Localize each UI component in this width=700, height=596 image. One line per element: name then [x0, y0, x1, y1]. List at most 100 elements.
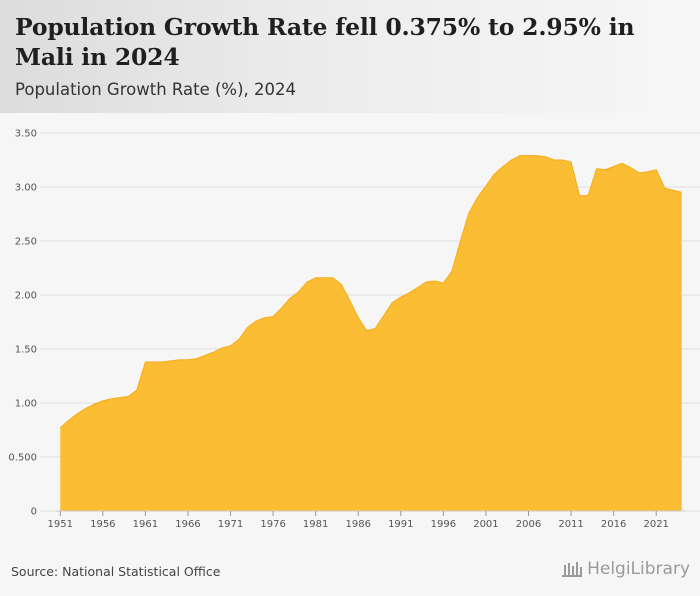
data-point	[289, 297, 291, 299]
data-point	[485, 185, 487, 187]
x-tick-label: 2016	[601, 519, 626, 530]
data-point	[76, 413, 78, 415]
data-point	[383, 314, 385, 316]
x-tick-label: 1956	[90, 519, 115, 530]
data-point	[561, 159, 563, 161]
data-point	[374, 327, 376, 329]
data-point	[331, 277, 333, 279]
data-point	[638, 172, 640, 174]
y-tick-label: 2.00	[15, 291, 37, 302]
data-point	[297, 291, 299, 293]
data-point	[527, 154, 529, 156]
data-point	[119, 396, 121, 398]
brand-logo[interactable]: HelgiLibrary	[561, 559, 690, 579]
chart-header: Population Growth Rate fell 0.375% to 2.…	[0, 0, 700, 113]
data-point	[340, 283, 342, 285]
x-tick-label: 2006	[516, 519, 541, 530]
brand-name: HelgiLibrary	[587, 559, 690, 579]
y-tick-label: 3.00	[15, 183, 37, 194]
data-point	[459, 240, 461, 242]
data-point	[664, 187, 666, 189]
data-point	[280, 307, 282, 309]
data-point	[314, 277, 316, 279]
data-point	[570, 161, 572, 163]
data-point	[400, 296, 402, 298]
data-point	[519, 154, 521, 156]
data-point	[655, 169, 657, 171]
chart-title: Population Growth Rate fell 0.375% to 2.…	[15, 13, 635, 71]
data-point	[110, 397, 112, 399]
data-point	[476, 197, 478, 199]
x-tick-label: 1966	[175, 519, 200, 530]
area-series-line	[59, 155, 682, 429]
data-point	[93, 403, 95, 405]
data-point	[238, 338, 240, 340]
x-tick-label: 1996	[431, 519, 456, 530]
chart-subtitle: Population Growth Rate (%), 2024	[15, 80, 297, 99]
data-point	[612, 165, 614, 167]
data-point	[255, 320, 257, 322]
data-point	[246, 326, 248, 328]
y-tick-label: 0	[31, 507, 37, 518]
data-point	[178, 359, 180, 361]
data-point	[434, 280, 436, 282]
data-point	[595, 167, 597, 169]
data-point	[204, 354, 206, 356]
data-point	[323, 277, 325, 279]
data-point	[229, 345, 231, 347]
data-point	[68, 419, 70, 421]
data-point	[621, 162, 623, 164]
data-point	[102, 400, 104, 402]
x-tick-label: 2001	[473, 519, 498, 530]
area-chart: 0 0.500 1.00 1.50 2.00 2.50 3.00 3.50 1951 1956 19…	[8, 129, 700, 530]
data-point	[493, 173, 495, 175]
data-point	[272, 315, 274, 317]
source-note: Source: National Statistical Office	[11, 564, 221, 579]
data-point	[502, 165, 504, 167]
x-tick-label: 1986	[346, 519, 371, 530]
data-point	[349, 299, 351, 301]
data-point	[195, 358, 197, 360]
data-point	[681, 191, 683, 193]
data-point	[536, 154, 538, 156]
data-point	[366, 329, 368, 331]
x-tick-label: 1971	[218, 519, 243, 530]
data-point	[510, 159, 512, 161]
y-tick-label: 2.50	[15, 237, 37, 248]
data-point	[578, 194, 580, 196]
data-point	[544, 156, 546, 158]
y-tick-label: 0.500	[8, 453, 37, 464]
data-point	[144, 361, 146, 363]
data-point	[646, 171, 648, 173]
x-tick-label: 1961	[133, 519, 158, 530]
data-point	[604, 169, 606, 171]
data-point	[629, 166, 631, 168]
library-icon	[562, 562, 583, 577]
x-tick-label: 1991	[388, 519, 413, 530]
data-point	[153, 361, 155, 363]
data-point	[263, 316, 265, 318]
area-series-fill	[60, 155, 682, 511]
data-point	[391, 301, 393, 303]
data-point	[357, 316, 359, 318]
data-point	[553, 159, 555, 161]
y-tick-label: 1.00	[15, 399, 37, 410]
data-point	[170, 360, 172, 362]
data-point	[187, 359, 189, 361]
data-point	[587, 194, 589, 196]
x-tick-label: 2021	[643, 519, 668, 530]
x-tick-label: 1976	[260, 519, 285, 530]
chart-footer: Source: National Statistical Office Helg…	[0, 543, 700, 596]
x-tick-label: 2011	[558, 519, 583, 530]
data-point	[417, 286, 419, 288]
data-point	[221, 347, 223, 349]
data-point	[136, 389, 138, 391]
data-point	[425, 281, 427, 283]
y-tick-label: 1.50	[15, 345, 37, 356]
data-point	[408, 292, 410, 294]
data-point	[127, 395, 129, 397]
chart-panel: 0 0.500 1.00 1.50 2.00 2.50 3.00 3.50 1951 1956 19…	[0, 113, 700, 543]
data-point	[161, 361, 163, 363]
data-point	[85, 407, 87, 409]
data-point	[442, 282, 444, 284]
